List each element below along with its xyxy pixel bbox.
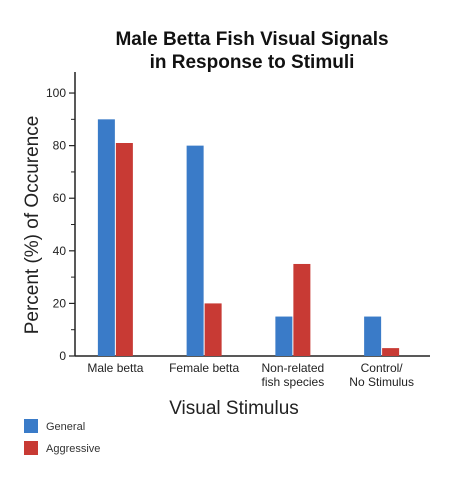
x-tick-label: Male betta bbox=[87, 361, 143, 375]
y-tick-label: 100 bbox=[46, 86, 66, 100]
category-labels: Male betta Female betta Non-related fish sp… bbox=[87, 361, 414, 389]
x-tick-label: Control/No Stimulus bbox=[349, 361, 414, 389]
bar-general-2 bbox=[186, 145, 204, 356]
bar-aggressive-2 bbox=[204, 303, 222, 356]
bar-aggressive-1 bbox=[115, 143, 133, 356]
y-tick-label: 0 bbox=[59, 349, 66, 363]
bar-aggressive-4 bbox=[382, 348, 400, 356]
y-axis-label: Percent (%) of Occurence bbox=[22, 116, 43, 335]
y-tick-label: 40 bbox=[53, 244, 67, 258]
x-axis-label: Visual Stimulus bbox=[169, 398, 299, 419]
y-axis: 0 20 40 60 80 100 bbox=[46, 72, 76, 363]
bar-general-1 bbox=[97, 119, 115, 356]
bar-general-3 bbox=[275, 316, 293, 356]
x-tick-label: Non-related fish species bbox=[262, 361, 325, 389]
chart-title-line-2: in Response to Stimuli bbox=[150, 52, 355, 73]
y-tick-label: 60 bbox=[53, 191, 67, 205]
bar-general-4 bbox=[364, 316, 382, 356]
y-tick-label: 80 bbox=[53, 139, 67, 153]
y-tick-label: 20 bbox=[53, 296, 67, 310]
legend-label-general: General bbox=[46, 421, 85, 433]
legend-swatch-general bbox=[24, 419, 38, 433]
legend: General Aggressive bbox=[24, 419, 100, 455]
bar-aggressive-3 bbox=[293, 263, 311, 356]
bars bbox=[97, 119, 400, 356]
chart-title-line-1: Male Betta Fish Visual Signals bbox=[115, 29, 388, 50]
legend-label-aggressive: Aggressive bbox=[46, 443, 100, 455]
x-tick-label: Female betta bbox=[169, 361, 239, 375]
legend-swatch-aggressive bbox=[24, 441, 38, 455]
